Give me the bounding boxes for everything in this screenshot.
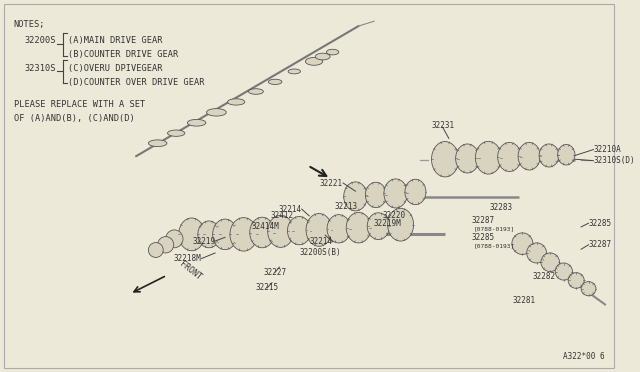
Ellipse shape xyxy=(388,208,413,241)
Text: 32219: 32219 xyxy=(192,237,215,246)
Text: 32287: 32287 xyxy=(472,216,495,225)
Text: [0788-0193]: [0788-0193] xyxy=(474,243,515,248)
Ellipse shape xyxy=(326,49,339,55)
Ellipse shape xyxy=(287,217,311,245)
Text: 32310S: 32310S xyxy=(25,64,56,73)
Text: (C)OVERU DPIVEGEAR: (C)OVERU DPIVEGEAR xyxy=(68,64,163,73)
Text: 32213: 32213 xyxy=(335,202,358,211)
Text: 32285: 32285 xyxy=(472,233,495,242)
Ellipse shape xyxy=(512,233,533,254)
Text: 32287: 32287 xyxy=(589,240,612,249)
Ellipse shape xyxy=(212,219,237,250)
Ellipse shape xyxy=(539,144,559,167)
Text: 32227: 32227 xyxy=(264,268,287,277)
Text: 32283: 32283 xyxy=(489,203,512,212)
Text: 32210A: 32210A xyxy=(593,145,621,154)
Text: (A)MAIN DRIVE GEAR: (A)MAIN DRIVE GEAR xyxy=(68,36,163,45)
Text: 32281: 32281 xyxy=(513,296,536,305)
Ellipse shape xyxy=(230,218,257,251)
Text: (B)COUNTER DRIVE GEAR: (B)COUNTER DRIVE GEAR xyxy=(68,50,179,59)
Ellipse shape xyxy=(179,218,205,251)
Text: 32214: 32214 xyxy=(278,205,301,214)
Ellipse shape xyxy=(346,212,371,243)
Text: 32200S: 32200S xyxy=(25,36,56,45)
Ellipse shape xyxy=(555,263,572,280)
Text: 32220: 32220 xyxy=(383,211,406,219)
Ellipse shape xyxy=(288,69,300,74)
Text: 32310S(D): 32310S(D) xyxy=(593,156,635,165)
Ellipse shape xyxy=(344,182,367,211)
Ellipse shape xyxy=(327,215,351,243)
Text: 32219M: 32219M xyxy=(373,219,401,228)
Text: [0788-0193]: [0788-0193] xyxy=(474,226,515,231)
Ellipse shape xyxy=(306,214,332,246)
Text: 32218M: 32218M xyxy=(174,254,202,263)
Text: FRONT: FRONT xyxy=(178,260,204,282)
Text: 32412: 32412 xyxy=(270,211,294,220)
Text: 32414M: 32414M xyxy=(252,222,280,231)
Ellipse shape xyxy=(166,230,183,248)
Ellipse shape xyxy=(207,109,227,116)
Ellipse shape xyxy=(518,142,540,170)
Ellipse shape xyxy=(250,217,275,248)
Ellipse shape xyxy=(148,140,167,147)
Ellipse shape xyxy=(557,144,575,165)
Ellipse shape xyxy=(148,243,163,257)
Text: 32215: 32215 xyxy=(255,283,278,292)
Ellipse shape xyxy=(541,253,559,272)
Ellipse shape xyxy=(498,142,521,171)
Ellipse shape xyxy=(476,141,501,174)
Ellipse shape xyxy=(248,89,263,94)
Text: A322*00 6: A322*00 6 xyxy=(563,352,605,361)
Ellipse shape xyxy=(268,79,282,84)
Ellipse shape xyxy=(456,144,479,173)
Ellipse shape xyxy=(527,243,547,263)
Text: (D)COUNTER OVER DRIVE GEAR: (D)COUNTER OVER DRIVE GEAR xyxy=(68,78,205,87)
Ellipse shape xyxy=(168,130,185,137)
Ellipse shape xyxy=(367,213,390,240)
Text: 32282: 32282 xyxy=(532,272,556,280)
Ellipse shape xyxy=(188,119,206,126)
Ellipse shape xyxy=(305,58,323,65)
Text: 32285: 32285 xyxy=(589,219,612,228)
Ellipse shape xyxy=(384,179,408,208)
Ellipse shape xyxy=(431,142,459,177)
Text: 32231: 32231 xyxy=(431,121,454,130)
Ellipse shape xyxy=(581,282,596,296)
Text: 32200S(B): 32200S(B) xyxy=(300,248,341,257)
Text: PLEASE REPLACE WITH A SET: PLEASE REPLACE WITH A SET xyxy=(13,100,145,109)
Text: 32221: 32221 xyxy=(320,179,343,187)
Ellipse shape xyxy=(365,182,387,208)
Ellipse shape xyxy=(316,53,330,60)
Ellipse shape xyxy=(268,215,294,247)
Text: NOTES;: NOTES; xyxy=(13,20,45,29)
Ellipse shape xyxy=(405,179,426,205)
Text: 32214: 32214 xyxy=(310,237,333,246)
Ellipse shape xyxy=(227,99,245,105)
Text: OF (A)AND(B), (C)AND(D): OF (A)AND(B), (C)AND(D) xyxy=(13,114,134,123)
Ellipse shape xyxy=(157,237,173,253)
Ellipse shape xyxy=(568,273,584,288)
Ellipse shape xyxy=(198,221,220,248)
